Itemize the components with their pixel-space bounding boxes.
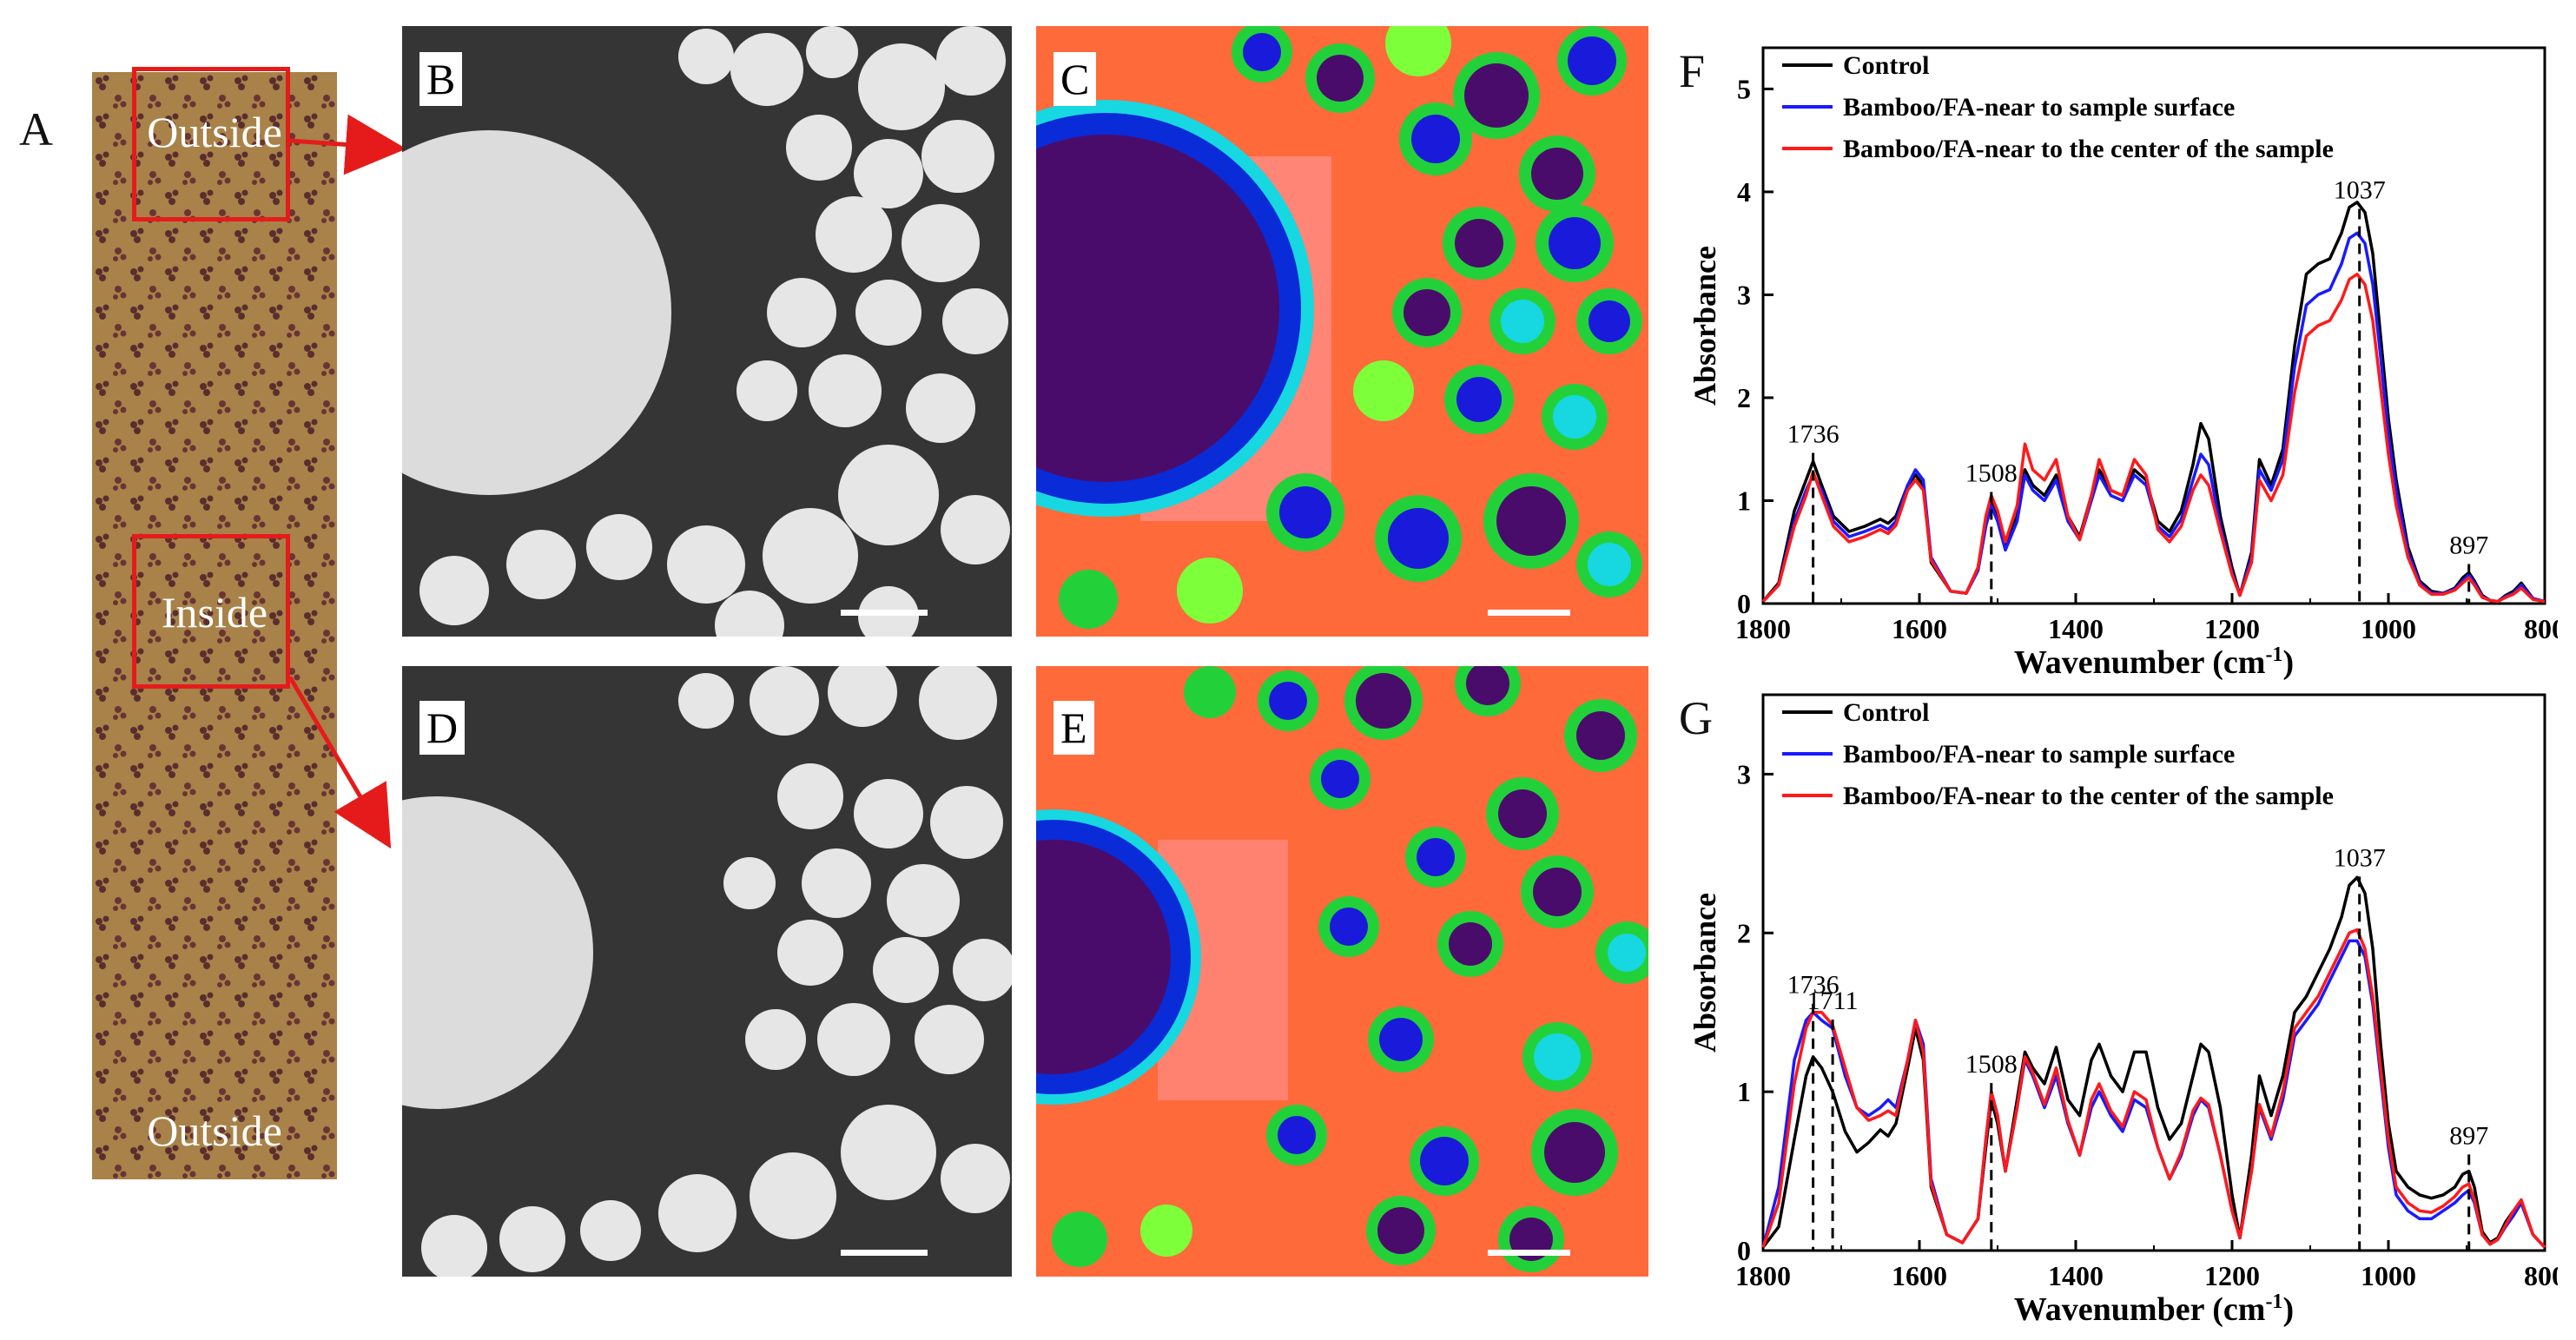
y-axis-label: Absorbance [1688, 246, 1722, 406]
x-tick-label: 1200 [2204, 613, 2260, 644]
y-tick-label: 0 [1737, 588, 1751, 619]
panel-label-c: C [1054, 52, 1097, 106]
y-tick-label: 3 [1737, 758, 1751, 789]
panel-label-f: F [1679, 45, 1705, 97]
panel-label-g: G [1679, 692, 1713, 744]
x-tick-label: 1400 [2048, 613, 2104, 644]
x-tick-label: 1200 [2204, 1260, 2260, 1291]
series-line-3 [1761, 272, 2546, 604]
annotation-label: 1736 [1787, 971, 1840, 1000]
y-tick-label: 1 [1737, 485, 1751, 516]
panel-label-b: B [419, 52, 463, 106]
ftir-chart-f: F 1800 1600 1400 1200 1000 800 0 1 2 3 4 5 Wavenumber… [1679, 45, 2558, 681]
series-line-3 [1761, 927, 2546, 1249]
outside-region-box [132, 67, 290, 221]
inside-region-box [132, 534, 290, 689]
arrow-to-b [289, 114, 406, 175]
strip-label-inside: Inside [161, 588, 268, 637]
x-tick-label: 1800 [1735, 1260, 1791, 1291]
legend-label-2: Bamboo/FA-near to sample surface [1843, 740, 2235, 769]
strip-label-outside-bottom: Outside [147, 1106, 282, 1155]
series-line-1 [1761, 201, 2546, 604]
panel-label-d: D [419, 701, 466, 755]
x-tick-label: 800 [2524, 613, 2558, 644]
legend-label-2: Bamboo/FA-near to sample surface [1843, 93, 2235, 122]
x-tick-label: 1400 [2048, 1260, 2104, 1291]
bamboo-strip-image: Outside Inside Outside [92, 72, 337, 1179]
ftir-chart-g: G 1800 1600 1400 1200 1000 800 0 1 2 3 Wavenumber (… [1679, 692, 2558, 1328]
x-tick-label: 1000 [2361, 1260, 2416, 1291]
y-tick-label: 2 [1737, 917, 1751, 948]
micrograph-b: B [402, 26, 1012, 637]
y-tick-label: 4 [1737, 176, 1751, 208]
x-tick-label: 1800 [1735, 613, 1791, 644]
annotation-label: 1711 [1807, 987, 1859, 1015]
x-tick-label: 800 [2524, 1260, 2558, 1291]
x-axis-label: Wavenumber (cm-1) [2014, 644, 2294, 681]
y-tick-label: 0 [1737, 1235, 1751, 1266]
annotation-label: 1736 [1787, 419, 1840, 448]
y-tick-label: 2 [1737, 382, 1751, 413]
legend-label-1: Control [1843, 698, 1929, 727]
series-line-2 [1761, 231, 2546, 604]
micrograph-b-image [402, 26, 1012, 637]
series-line-1 [1761, 875, 2546, 1249]
panel-label-a: A [19, 103, 53, 155]
heatmap-e-image [1036, 666, 1648, 1277]
y-axis-label: Absorbance [1688, 893, 1722, 1053]
plot-frame [1761, 693, 2546, 1252]
heatmap-e: E [1036, 666, 1648, 1277]
annotation-label: 1037 [2334, 843, 2386, 872]
x-tick-label: 1000 [2361, 613, 2416, 644]
micrograph-d-image [402, 666, 1012, 1277]
micrograph-d: D [402, 666, 1012, 1277]
legend-label-3: Bamboo/FA-near to the center of the samp… [1843, 135, 2334, 163]
panel-label-e: E [1054, 701, 1094, 755]
y-tick-label: 1 [1737, 1076, 1751, 1107]
annotation-label: 1508 [1965, 1050, 2018, 1079]
annotation-label: 897 [2449, 1121, 2488, 1150]
arrow-to-d [287, 676, 392, 849]
x-tick-label: 1600 [1892, 613, 1947, 644]
annotation-label: 897 [2449, 531, 2488, 559]
x-axis-label: Wavenumber (cm-1) [2014, 1290, 2294, 1328]
annotation-label: 1037 [2334, 176, 2386, 205]
y-tick-label: 5 [1737, 73, 1751, 104]
strip-label-outside-top: Outside [147, 108, 282, 156]
heatmap-c: C [1036, 26, 1648, 637]
annotation-label: 1508 [1965, 459, 2018, 487]
heatmap-c-image [1036, 26, 1648, 637]
legend-label-1: Control [1843, 51, 1929, 80]
legend-label-3: Bamboo/FA-near to the center of the samp… [1843, 782, 2334, 810]
x-tick-label: 1600 [1892, 1260, 1947, 1291]
y-tick-label: 3 [1737, 279, 1751, 310]
